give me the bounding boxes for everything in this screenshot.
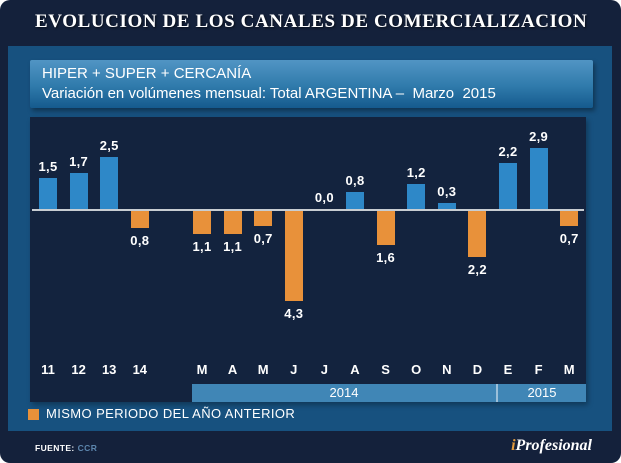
category-label: 11 <box>41 362 55 377</box>
content-panel: HIPER + SUPER + CERCANÍA Variación en vo… <box>8 46 612 431</box>
year-band-2015: 2015 <box>498 384 586 402</box>
category-label: 13 <box>101 362 117 377</box>
bar-11-O <box>407 183 426 209</box>
bar-0-11 <box>39 177 57 209</box>
bar-value-label: 1,2 <box>406 164 426 180</box>
source-label: FUENTE: <box>35 443 75 453</box>
bar-16-M <box>560 211 579 226</box>
bar-4-M <box>193 211 211 235</box>
zero-axis-line <box>32 209 584 211</box>
bar-value-label: 0,8 <box>345 173 365 189</box>
bar-value-label: 0,0 <box>314 190 334 205</box>
bar-value-label: 1,1 <box>192 239 212 255</box>
category-label: A <box>350 362 360 377</box>
bar-13-D <box>468 211 487 258</box>
bar-value-label: 1,1 <box>223 239 243 255</box>
legend-label: MISMO PERIODO DEL AÑO ANTERIOR <box>46 406 296 421</box>
bar-2-13 <box>100 156 119 209</box>
brand-logo: iProfesional <box>511 437 592 455</box>
bar-value-label: 0,7 <box>253 230 273 246</box>
chart-subtitle-box: HIPER + SUPER + CERCANÍA Variación en vo… <box>30 60 593 108</box>
bar-14-E <box>499 162 517 209</box>
bar-value-label: 1,6 <box>376 249 396 265</box>
legend-orange-swatch-icon <box>28 409 39 420</box>
bar-value-label: 0,8 <box>130 232 150 248</box>
bar-7-J <box>284 211 303 302</box>
source-value: CCR <box>77 443 98 453</box>
category-label: 12 <box>71 362 86 377</box>
bar-15-F <box>529 148 548 209</box>
bar-value-label: 2,5 <box>99 137 119 153</box>
brand-logo-i: i <box>511 437 516 454</box>
bar-value-label: 2,9 <box>529 129 549 145</box>
brand-logo-rest: Profesional <box>515 437 592 454</box>
bar-value-label: 1,5 <box>38 158 58 174</box>
category-label: O <box>411 362 422 377</box>
bar-12-N <box>437 202 456 209</box>
bar-6-M <box>254 211 273 226</box>
bar-5-A <box>223 211 242 235</box>
category-label: S <box>381 362 390 377</box>
category-label: A <box>227 362 238 377</box>
category-label: F <box>534 362 543 377</box>
plot-area: 1,5 11 1,7 12 2,5 13 0,8 14 1,1 M 1,1 A 0,7 M 4,3 J 0,0 J… <box>30 117 586 402</box>
category-label: 14 <box>132 362 148 377</box>
year-band-2014: 2014 <box>192 384 496 402</box>
category-label: M <box>563 362 575 377</box>
category-label: N <box>442 362 452 377</box>
category-label: M <box>257 362 269 377</box>
category-label: E <box>503 362 513 377</box>
chart-subtitle-line1: HIPER + SUPER + CERCANÍA <box>42 65 252 82</box>
bar-value-label: 2,2 <box>498 143 518 159</box>
bar-value-label: 0,3 <box>437 183 457 199</box>
year-band-divider <box>496 384 498 402</box>
bar-10-S <box>376 211 395 245</box>
bar-9-A <box>346 192 364 209</box>
bar-1-12 <box>69 173 88 209</box>
bar-value-label: 2,2 <box>467 262 487 278</box>
category-label: J <box>320 362 328 377</box>
bar-value-label: 1,7 <box>69 154 89 170</box>
bar-3-14 <box>130 211 149 228</box>
source-note: FUENTE: CCR <box>35 443 97 453</box>
category-label: M <box>196 362 208 377</box>
category-label: D <box>472 362 483 377</box>
category-label: J <box>290 362 298 377</box>
bar-value-label: 0,7 <box>559 230 579 246</box>
bar-value-label: 4,3 <box>284 306 304 322</box>
chart-subtitle-line2: Variación en volúmenes mensual: Total AR… <box>42 85 496 102</box>
page-title: EVOLUCION DE LOS CANALES DE COMERCIALIZA… <box>35 11 588 32</box>
